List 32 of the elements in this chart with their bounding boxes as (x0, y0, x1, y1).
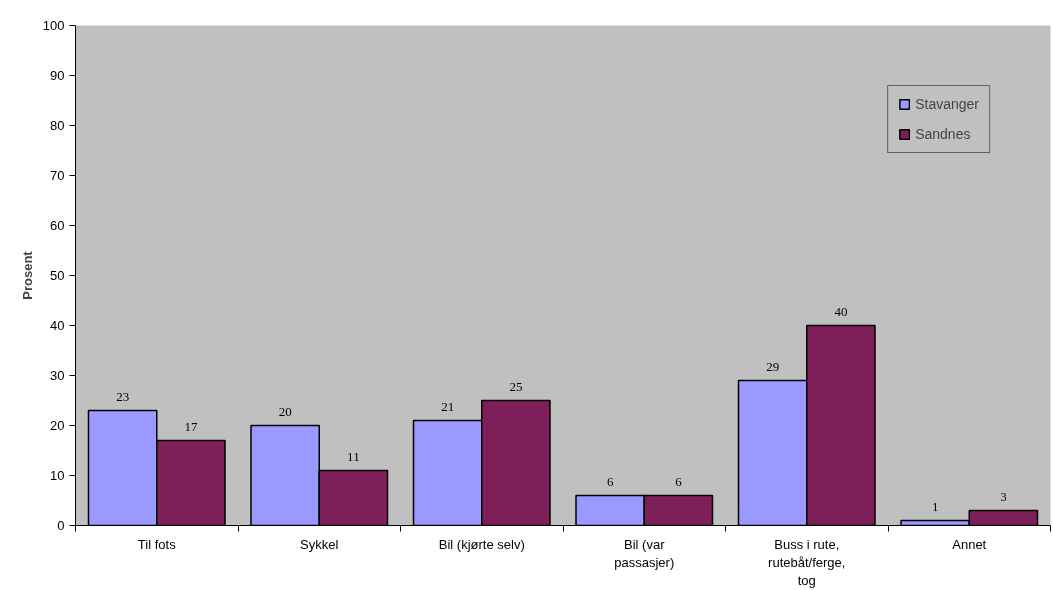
data-label: 17 (184, 418, 198, 434)
y-tick-label: 10 (50, 468, 65, 483)
x-tick-label: Bil (kjørte selv) (438, 536, 525, 552)
y-tick-label: 100 (42, 18, 65, 33)
x-tick-label: Annet (952, 536, 987, 552)
data-label: 11 (347, 448, 360, 464)
y-tick-label: 80 (50, 118, 65, 133)
y-tick-label: 70 (50, 168, 65, 183)
x-tick-label: Buss i rute, rutebåt/ferge, tog (768, 536, 846, 588)
y-axis-title: Prosent (19, 250, 35, 300)
data-label: 6 (606, 473, 614, 489)
data-label: 20 (278, 403, 292, 419)
legend-label: Sandnes (915, 126, 971, 142)
y-tick-label: 40 (50, 318, 65, 333)
x-tick-label: Til fots (137, 536, 177, 552)
legend-label: Stavanger (915, 96, 979, 112)
data-label: 40 (834, 303, 848, 319)
y-tick-label: 60 (50, 218, 65, 233)
x-tick-label: Sykkel (300, 536, 339, 552)
data-label: 25 (509, 378, 523, 394)
y-tick-label: 50 (50, 268, 65, 283)
x-tick-label: Bil (var passasjer) (614, 536, 675, 570)
y-tick-label: 0 (57, 518, 65, 533)
y-tick-label: 90 (50, 68, 65, 83)
data-label: 29 (766, 358, 780, 374)
y-tick-label: 30 (50, 368, 65, 383)
data-label: 23 (116, 388, 130, 404)
y-tick-label: 20 (50, 418, 65, 433)
data-label: 6 (675, 473, 683, 489)
data-label: 3 (1000, 488, 1007, 504)
data-label: 21 (441, 398, 455, 414)
data-label: 1 (931, 498, 939, 514)
